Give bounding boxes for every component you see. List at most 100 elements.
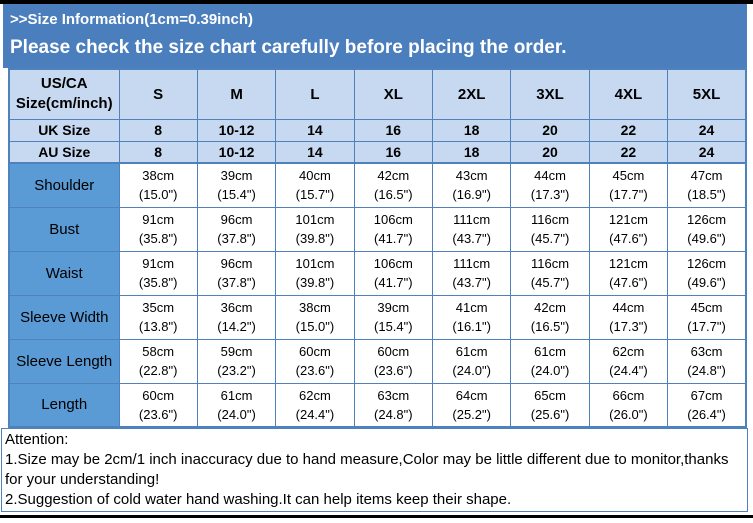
measurement-inch-value: (35.8") [138, 231, 178, 246]
measurement-cell: 66cm (26.0") [588, 382, 669, 428]
measurement-inch-value: (45.7") [530, 275, 570, 290]
measurement-cm-value: 116cm [531, 256, 570, 271]
size-column-header: 2XL [431, 68, 512, 120]
measurement-cm-value: 91cm [142, 212, 175, 227]
measurement-cell: 60cm (23.6") [118, 382, 198, 428]
measurement-cell: 36cm (14.2") [196, 294, 277, 340]
measurement-inch-value: (35.8") [138, 275, 178, 290]
measurement-cm-value: 111cm [453, 256, 491, 271]
measurement-cell: 121cm (47.6") [588, 206, 669, 252]
measurement-inch-value: (24.4") [295, 406, 335, 422]
region-size-cell: 20 [510, 140, 590, 164]
measurement-cm-value: 45cm [690, 300, 723, 315]
measurement-cell: 35cm (13.8") [118, 294, 198, 340]
measurement-cm-value: 39cm [377, 300, 410, 315]
measurement-cell: 61cm (24.0") [431, 338, 512, 384]
measurement-cell: 42cm (16.5") [510, 294, 590, 340]
measurement-cm-value: 36cm [220, 300, 253, 315]
region-size-row: AU Size 8 10-12 14 16 18 20 22 24 [8, 140, 747, 164]
measurement-cell: 61cm (24.0") [510, 338, 590, 384]
measurement-cell: 38cm (15.0") [118, 162, 198, 208]
measurement-inch-value: (25.6") [530, 406, 570, 422]
measurement-cell: 40cm (15.7") [275, 162, 355, 208]
measurement-inch-value: (26.4") [687, 406, 726, 422]
measurement-inch-value: (17.3") [609, 319, 648, 334]
size-column-header: M [196, 68, 277, 120]
measurement-row: Bust 91cm (35.8") 96cm (37.8") 101cm (39.8") 10… [8, 206, 747, 252]
measurement-inch-value: (15.0") [138, 187, 178, 203]
region-size-cell: 10-12 [196, 140, 277, 164]
measurement-cm-value: 40cm [299, 168, 331, 184]
measurement-inch-value: (24.0") [452, 363, 491, 378]
measurement-cm-value: 59cm [220, 344, 253, 359]
measurement-cm-value: 58cm [142, 344, 175, 359]
measurement-cell: 44cm (17.3") [588, 294, 669, 340]
measurement-inch-value: (25.2") [452, 406, 491, 422]
size-table-header-row: US/CA Size(cm/inch) S M L XL 2XL 3XL 4XL 5XL [8, 68, 747, 120]
measurement-cell: 63cm (24.8") [353, 382, 434, 428]
region-size-cell: 16 [353, 118, 434, 142]
region-size-cell: 24 [667, 118, 747, 142]
measurement-cell: 39cm (15.4") [196, 162, 277, 208]
measurement-cell: 63cm (24.8") [667, 338, 747, 384]
measurement-inch-value: (17.3") [530, 187, 570, 203]
measurement-cm-value: 121cm [608, 256, 648, 271]
measurement-cm-value: 60cm [142, 387, 175, 403]
measurement-inch-value: (39.8") [295, 275, 335, 290]
measurement-cell: 59cm (23.2") [196, 338, 277, 384]
measurement-cell: 41cm (16.1") [431, 294, 512, 340]
size-chart-table: US/CA Size(cm/inch) S M L XL 2XL 3XL 4XL 5XL UK S… [8, 68, 747, 428]
measurement-row: Sleeve Width 35cm (13.8") 36cm (14.2") 38cm (1… [8, 294, 747, 340]
measurement-inch-value: (43.7") [452, 231, 491, 246]
measurement-cm-value: 44cm [612, 300, 645, 315]
measurement-cell: 65cm (25.6") [510, 382, 590, 428]
measurement-row-label: Shoulder [8, 162, 120, 208]
measurement-row-label: Bust [8, 206, 120, 252]
measurement-cm-value: 106cm [373, 212, 413, 227]
region-row-label: AU Size [8, 140, 120, 164]
measurement-inch-value: (16.5") [374, 187, 413, 203]
measurement-inch-value: (37.8") [217, 231, 256, 246]
measurement-inch-value: (24.0") [530, 363, 570, 378]
measurement-inch-value: (15.4") [217, 187, 256, 203]
region-size-cell: 10-12 [196, 118, 277, 142]
measurement-cm-value: 63cm [690, 344, 723, 359]
measurement-row-label: Length [8, 382, 120, 428]
measurement-cm-value: 41cm [455, 300, 488, 315]
measurement-cm-value: 64cm [455, 387, 488, 403]
measurement-cm-value: 44cm [534, 168, 566, 184]
measurement-cm-value: 111cm [453, 212, 491, 227]
measurement-inch-value: (24.8") [687, 363, 726, 378]
measurement-cell: 67cm (26.4") [667, 382, 747, 428]
measurement-cell: 47cm (18.5") [667, 162, 747, 208]
measurement-inch-value: (41.7") [374, 231, 413, 246]
measurement-cell: 60cm (23.6") [275, 338, 355, 384]
measurement-cell: 106cm (41.7") [353, 206, 434, 252]
size-column-header: S [118, 68, 198, 120]
measurement-cm-value: 38cm [299, 300, 331, 315]
measurement-cell: 62cm (24.4") [588, 338, 669, 384]
measurement-inch-value: (41.7") [374, 275, 413, 290]
measurement-cell: 45cm (17.7") [667, 294, 747, 340]
region-row-label: UK Size [8, 118, 120, 142]
top-divider-bar [0, 0, 753, 4]
measurement-cm-value: 60cm [299, 344, 331, 359]
measurement-cm-value: 42cm [377, 168, 410, 184]
region-size-cell: 14 [275, 140, 355, 164]
measurement-inch-value: (49.6") [687, 231, 726, 246]
measurement-cm-value: 42cm [534, 300, 566, 315]
corner-header-line: Size(cm/inch) [15, 95, 113, 113]
measurement-cell: 43cm (16.9") [431, 162, 512, 208]
measurement-cm-value: 62cm [299, 387, 331, 403]
size-column-header: 4XL [588, 68, 669, 120]
measurement-cell: 45cm (17.7") [588, 162, 669, 208]
measurement-inch-value: (23.6") [138, 406, 178, 422]
measurement-row-label: Sleeve Width [8, 294, 120, 340]
measurement-cell: 39cm (15.4") [353, 294, 434, 340]
measurement-cell: 38cm (15.0") [275, 294, 355, 340]
measurement-cm-value: 106cm [373, 256, 413, 271]
measurement-cell: 62cm (24.4") [275, 382, 355, 428]
measurement-inch-value: (24.8") [374, 406, 413, 422]
measurement-inch-value: (18.5") [687, 187, 726, 203]
size-column-header: L [275, 68, 355, 120]
